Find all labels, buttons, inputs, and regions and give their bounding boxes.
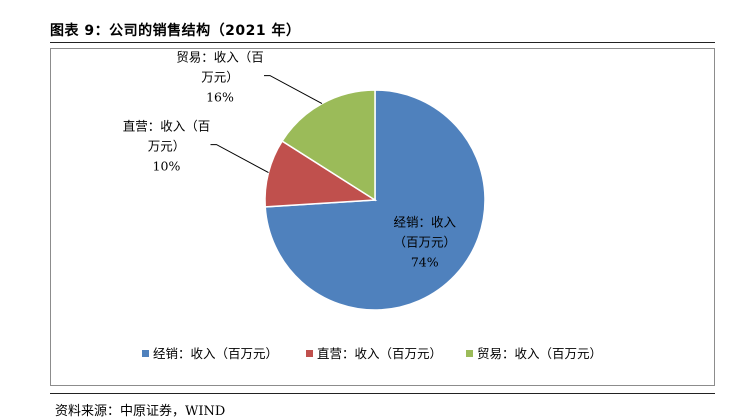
legend: 经销：收入（百万元） 直营：收入（百万元） 贸易：收入（百万元） bbox=[142, 346, 602, 361]
figure-title: 图表 9：公司的销售结构（2021 年） bbox=[50, 23, 301, 39]
legend-swatch-distribution bbox=[142, 350, 149, 357]
leader-line-trade bbox=[264, 75, 323, 105]
legend-label-direct: 直营：收入（百万元） bbox=[317, 346, 442, 361]
slice-label-distribution-line1: 经销：收入 bbox=[393, 215, 456, 230]
pie-chart: 经销：收入（百万元）74%直营：收入（百万元）10%贸易：收入（百万元）16% … bbox=[50, 48, 715, 386]
source-note: 资料来源：中原证券，WIND bbox=[55, 404, 226, 419]
legend-swatch-trade bbox=[466, 350, 473, 357]
leader-lines bbox=[210, 75, 323, 174]
slice-labels: 经销：收入（百万元）74%直营：收入（百万元）10%贸易：收入（百万元）16% bbox=[123, 50, 457, 270]
pie-slice-trade bbox=[281, 89, 376, 202]
leader-line-direct bbox=[210, 144, 269, 174]
slice-label-distribution-value: 74% bbox=[411, 255, 439, 270]
legend-label-trade: 贸易：收入（百万元） bbox=[477, 346, 602, 361]
slice-label-trade-value: 16% bbox=[206, 90, 234, 105]
pie-slices bbox=[264, 89, 486, 311]
title-divider bbox=[50, 42, 715, 43]
slice-label-direct-line1: 直营：收入（百 bbox=[123, 119, 211, 134]
legend-label-distribution: 经销：收入（百万元） bbox=[153, 346, 278, 361]
legend-swatch-direct bbox=[306, 350, 313, 357]
slice-label-distribution-line2: （百万元） bbox=[393, 235, 456, 250]
footer-divider bbox=[50, 393, 715, 394]
slice-label-direct-line2: 万元） bbox=[148, 139, 186, 154]
slice-label-trade-line2: 万元） bbox=[201, 70, 239, 85]
slice-label-trade-line1: 贸易：收入（百 bbox=[176, 50, 264, 65]
slice-label-direct-value: 10% bbox=[153, 159, 181, 174]
